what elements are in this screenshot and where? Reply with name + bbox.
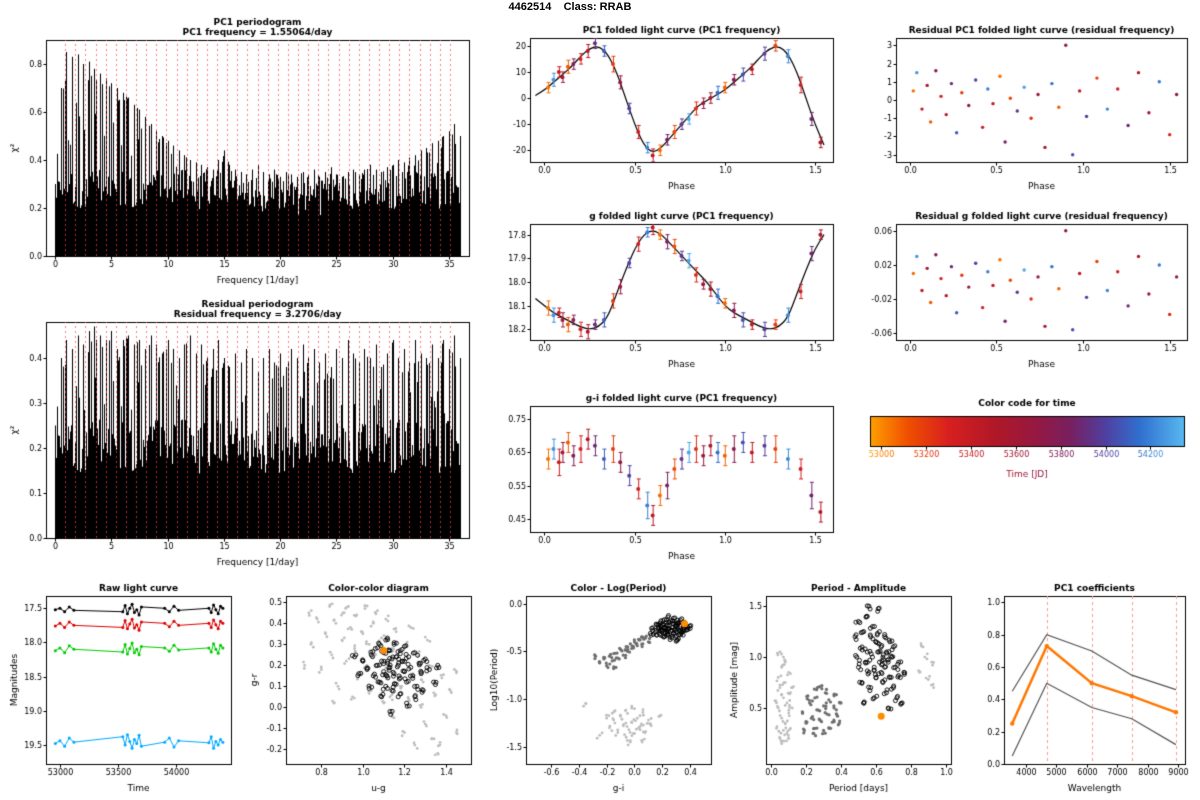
panel-g-folded xyxy=(492,208,842,370)
panel-period-amplitude xyxy=(728,580,960,794)
panel-residual-g-folded xyxy=(858,208,1196,370)
panel-residual-periodogram xyxy=(8,296,478,568)
panel-pc1-folded xyxy=(492,22,842,192)
panel-pc1-periodogram xyxy=(8,14,478,286)
g-folded-chart xyxy=(492,208,842,370)
panel-gi-folded xyxy=(492,390,842,562)
pc1-folded-chart xyxy=(492,22,842,192)
time-colorbar-chart xyxy=(858,394,1196,480)
raw-light-curve-chart xyxy=(8,580,240,794)
gi-folded-chart xyxy=(492,390,842,562)
residual-periodogram-chart xyxy=(8,296,478,568)
color-color-chart xyxy=(248,580,480,794)
page-title: 4462514 Class: RRAB xyxy=(508,1,632,13)
panel-residual-pc1-folded xyxy=(858,22,1196,192)
panel-raw-light-curve xyxy=(8,580,240,794)
residual-pc1-folded-chart xyxy=(858,22,1196,192)
color-logp-chart xyxy=(488,580,720,794)
pc1-coefficients-chart xyxy=(966,580,1194,794)
panel-pc1-coefficients xyxy=(966,580,1194,794)
panel-color-color xyxy=(248,580,480,794)
residual-g-folded-chart xyxy=(858,208,1196,370)
pc1-periodogram-chart xyxy=(8,14,478,286)
panel-time-colorbar xyxy=(858,394,1196,480)
panel-color-logp xyxy=(488,580,720,794)
period-amplitude-chart xyxy=(728,580,960,794)
